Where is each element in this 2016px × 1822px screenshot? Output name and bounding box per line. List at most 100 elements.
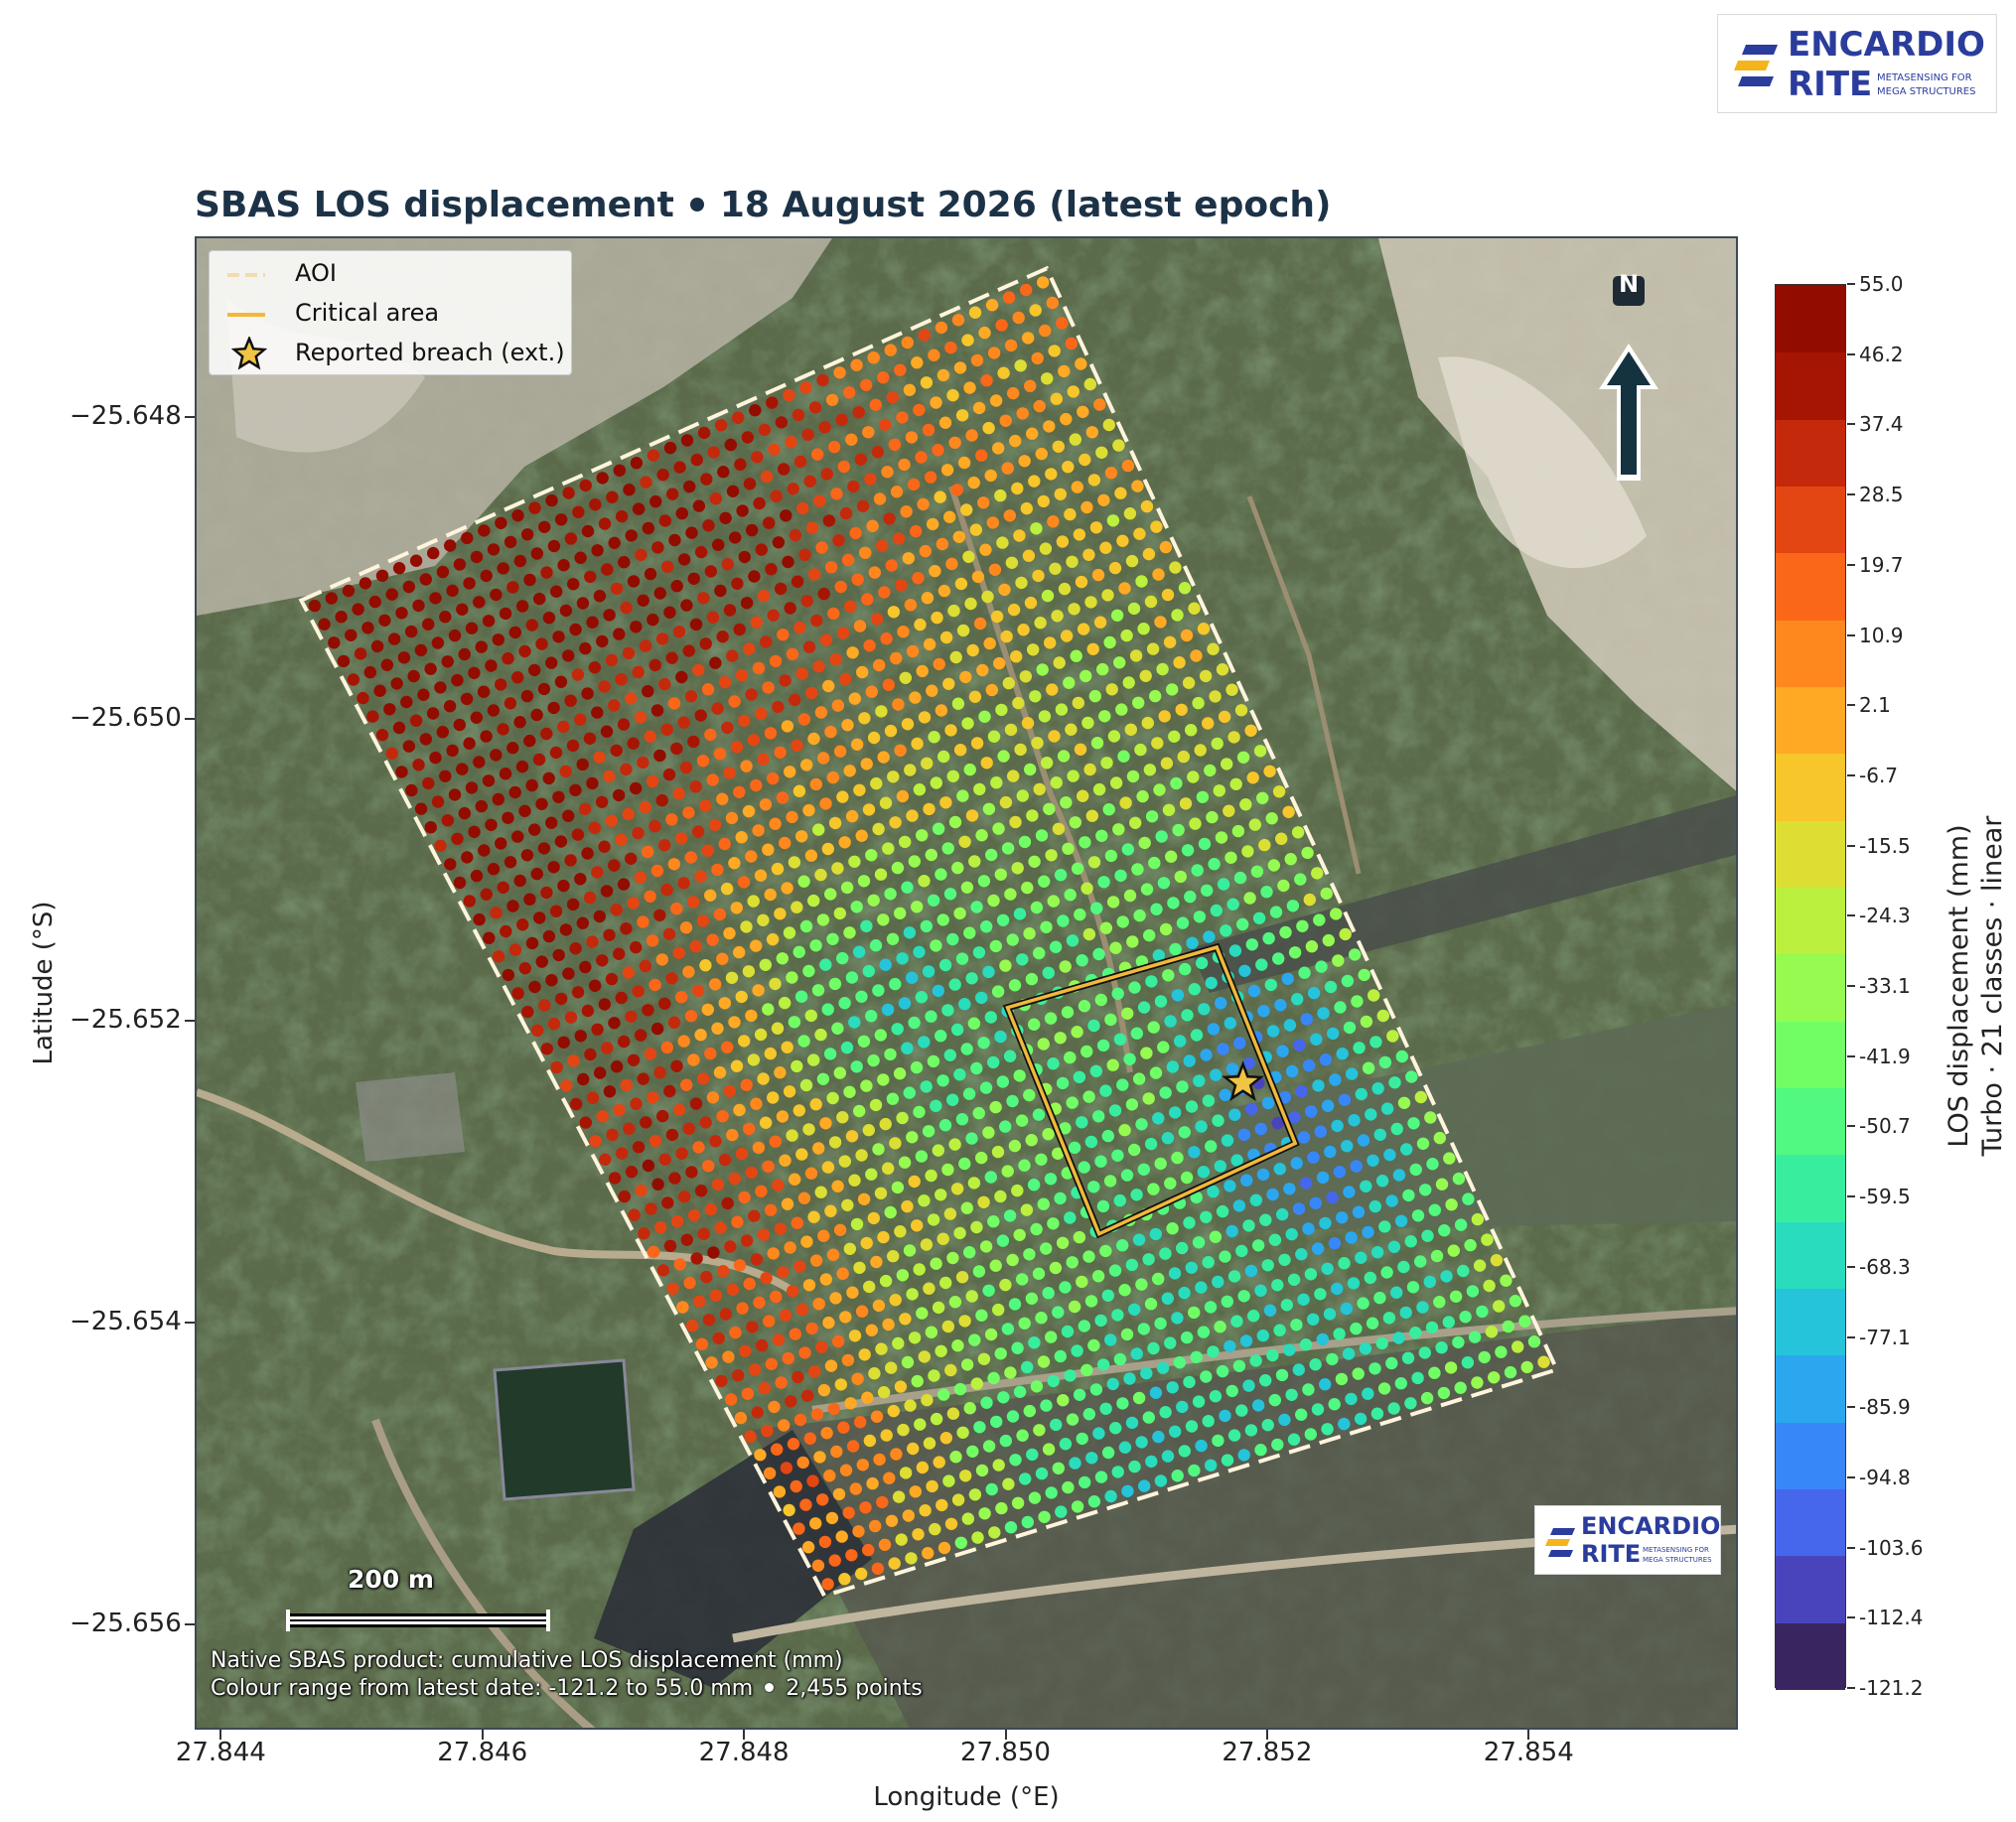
brand-logo: ENCARDIO RITE METASENSING FOR MEGA STRUC… (1717, 14, 1997, 113)
displacement-point (642, 685, 654, 698)
displacement-point (949, 1451, 962, 1464)
displacement-point (589, 1135, 602, 1148)
displacement-point (1087, 856, 1101, 869)
displacement-point (1345, 1392, 1358, 1406)
displacement-point (1088, 689, 1101, 703)
displacement-point (830, 488, 843, 500)
displacement-point (831, 699, 844, 712)
displacement-point (552, 948, 565, 962)
displacement-point (696, 755, 710, 768)
colorbar-tick-mark (1847, 704, 1855, 707)
displacement-point (1426, 1158, 1439, 1171)
displacement-point (723, 1084, 736, 1098)
displacement-point (852, 945, 866, 958)
displacement-point (627, 897, 640, 910)
displacement-point (968, 306, 982, 319)
displacement-point (699, 637, 712, 650)
displacement-point (658, 839, 671, 852)
displacement-point (1068, 603, 1080, 616)
displacement-point (1006, 1094, 1019, 1108)
displacement-point (1069, 1457, 1081, 1470)
displacement-point (1018, 1317, 1031, 1331)
displacement-point (887, 771, 900, 783)
displacement-point (1118, 582, 1131, 595)
displacement-point (752, 984, 765, 997)
displacement-point (613, 464, 626, 477)
displacement-point (608, 859, 621, 872)
displacement-point (764, 888, 777, 902)
displacement-point (487, 543, 501, 556)
displacement-point (822, 679, 835, 693)
displacement-point (608, 1172, 622, 1185)
displacement-point (653, 909, 666, 921)
displacement-point (682, 965, 695, 978)
map-canvas[interactable] (197, 238, 1738, 1730)
y-tick-mark (185, 1019, 195, 1022)
displacement-point (598, 998, 611, 1011)
displacement-point (924, 471, 937, 484)
displacement-point (875, 1342, 888, 1355)
displacement-point (803, 1432, 816, 1445)
displacement-point (1004, 888, 1017, 901)
displacement-point (1217, 878, 1230, 891)
displacement-point (775, 1376, 788, 1389)
displacement-point (852, 1525, 865, 1538)
displacement-point (709, 1289, 723, 1303)
displacement-point (660, 560, 674, 573)
displacement-point (599, 1153, 612, 1166)
displacement-point (733, 785, 746, 798)
displacement-point (687, 572, 700, 585)
displacement-point (712, 538, 725, 551)
displacement-point (787, 483, 799, 495)
displacement-point (900, 505, 913, 518)
displacement-point (473, 596, 486, 609)
displacement-point (628, 1208, 641, 1221)
displacement-point (747, 734, 761, 747)
displacement-point (436, 565, 450, 579)
displacement-point (1283, 1019, 1297, 1032)
displacement-point (928, 349, 940, 361)
displacement-point (390, 677, 403, 690)
displacement-point (1139, 669, 1152, 682)
displacement-point (490, 588, 503, 602)
displacement-point (1066, 1096, 1079, 1109)
displacement-point (768, 443, 781, 456)
reported-breach-star-icon[interactable] (1222, 1060, 1264, 1101)
map-panel[interactable] (195, 236, 1738, 1730)
displacement-point (1141, 716, 1154, 730)
displacement-point (824, 725, 837, 739)
displacement-point (863, 1434, 877, 1448)
displacement-point (461, 851, 474, 864)
displacement-point (1512, 1340, 1524, 1353)
displacement-point (854, 453, 867, 466)
displacement-point (483, 931, 496, 944)
displacement-point (620, 922, 633, 935)
displacement-point (1416, 1301, 1429, 1314)
displacement-point (991, 985, 1005, 998)
displacement-point (1195, 1281, 1208, 1294)
displacement-point (713, 748, 727, 761)
displacement-point (1138, 836, 1151, 850)
displacement-point (889, 1294, 902, 1307)
displacement-point (345, 629, 358, 641)
displacement-point (970, 1061, 983, 1075)
displacement-point (1366, 1317, 1379, 1330)
displacement-point (833, 1223, 847, 1236)
displacement-point (726, 1283, 740, 1297)
displacement-point (521, 1005, 534, 1019)
displacement-point (1214, 1321, 1226, 1333)
displacement-point (567, 1054, 580, 1067)
displacement-point (1003, 509, 1016, 522)
displacement-point (1080, 882, 1093, 895)
displacement-point (953, 361, 967, 374)
displacement-point (944, 1517, 958, 1531)
displacement-point (1223, 804, 1235, 817)
displacement-point (1079, 453, 1091, 467)
displacement-point (930, 1099, 942, 1112)
displacement-point (542, 929, 556, 943)
displacement-point (977, 875, 991, 888)
displacement-point (877, 751, 890, 764)
displacement-point (1035, 1467, 1049, 1480)
displacement-point (885, 1361, 898, 1374)
displacement-point (956, 624, 970, 637)
